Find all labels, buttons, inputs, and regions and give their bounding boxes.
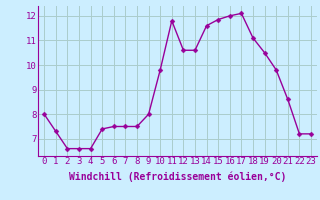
X-axis label: Windchill (Refroidissement éolien,°C): Windchill (Refroidissement éolien,°C) (69, 172, 286, 182)
